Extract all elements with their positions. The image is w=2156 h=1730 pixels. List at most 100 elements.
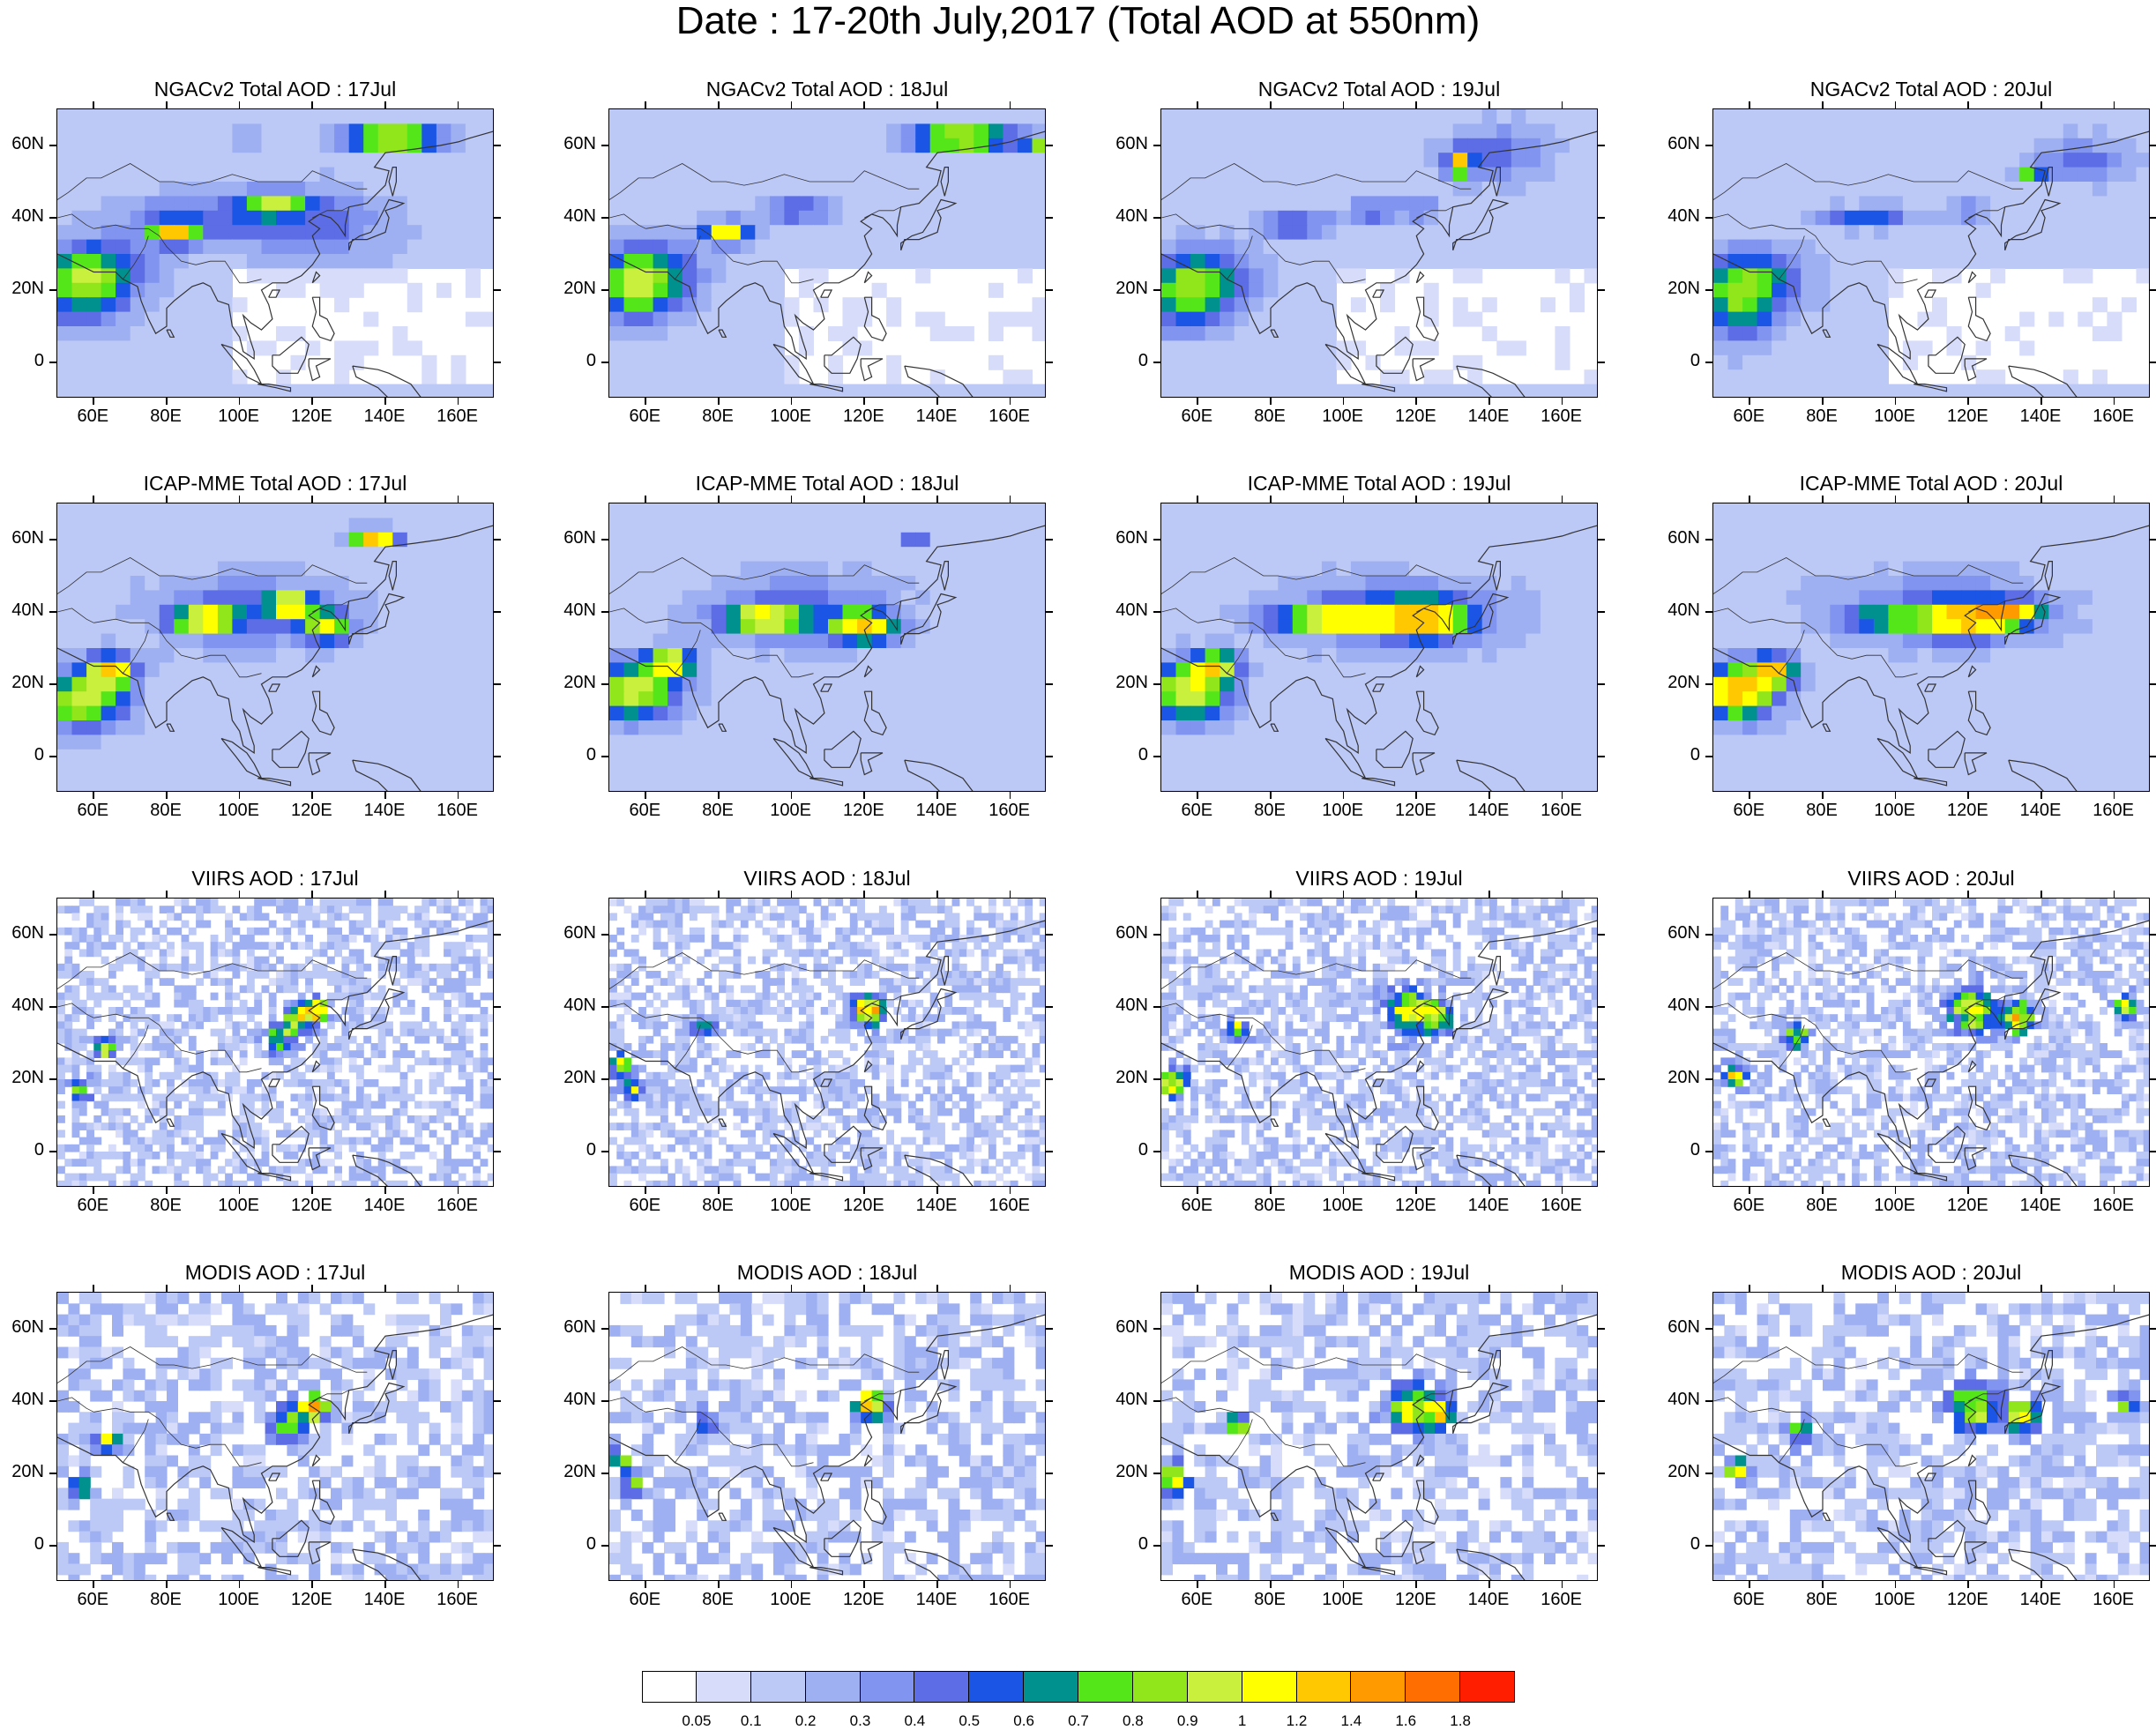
axis-tick <box>601 145 608 146</box>
axis-tick <box>1270 1285 1272 1292</box>
panel-title: VIIRS AOD : 20Jul <box>1658 867 2156 890</box>
axis-tick <box>791 1581 793 1588</box>
axis-tick <box>1415 496 1417 503</box>
panel-title: ICAP-MME Total AOD : 18Jul <box>554 472 1100 495</box>
axis-tick <box>311 1187 313 1194</box>
axis-tick <box>494 1400 501 1402</box>
colorbar-label: 0.9 <box>1161 1712 1214 1730</box>
axis-tick <box>93 1187 94 1194</box>
axis-tick <box>166 891 168 898</box>
aod-field <box>1713 1293 2150 1581</box>
longitude-label: 120E <box>280 1196 342 1216</box>
axis-tick <box>1153 539 1160 541</box>
axis-tick <box>458 496 459 503</box>
axis-tick <box>645 1581 646 1588</box>
colorbar-swatch <box>914 1671 969 1703</box>
panel-title: VIIRS AOD : 19Jul <box>1106 867 1652 890</box>
axis-tick <box>458 792 459 799</box>
aod-field <box>57 109 494 398</box>
axis-tick <box>2150 539 2156 541</box>
axis-tick <box>458 1285 459 1292</box>
latitude-label: 40N <box>1109 1390 1148 1410</box>
latitude-label: 20N <box>1109 1462 1148 1482</box>
colorbar-label: 0.1 <box>725 1712 778 1730</box>
longitude-label: 60E <box>614 406 675 427</box>
axis-tick <box>1153 756 1160 757</box>
axis-tick <box>311 101 313 108</box>
latitude-label: 60N <box>557 528 596 548</box>
axis-tick <box>166 1581 168 1588</box>
axis-tick <box>1822 1187 1824 1194</box>
axis-tick <box>49 1328 56 1330</box>
axis-tick <box>1153 1328 1160 1330</box>
axis-tick <box>863 398 865 405</box>
axis-tick <box>2114 496 2115 503</box>
axis-tick <box>1488 1187 1490 1194</box>
longitude-label: 100E <box>1312 1196 1374 1216</box>
axis-tick <box>1822 398 1824 405</box>
axis-tick <box>863 1581 865 1588</box>
axis-tick <box>1598 1473 1605 1474</box>
axis-tick <box>1153 1473 1160 1474</box>
latitude-label: 20N <box>5 1462 44 1482</box>
axis-tick <box>601 683 608 685</box>
longitude-label: 120E <box>1936 406 1998 427</box>
panel-title: ICAP-MME Total AOD : 17Jul <box>2 472 548 495</box>
axis-tick <box>1749 792 1750 799</box>
axis-tick <box>1046 1328 1053 1330</box>
axis-tick <box>1598 1400 1605 1402</box>
longitude-label: 120E <box>1936 1590 1998 1610</box>
axis-tick <box>239 101 241 108</box>
axis-tick <box>863 1187 865 1194</box>
latitude-label: 60N <box>1109 923 1148 943</box>
axis-tick <box>1153 217 1160 219</box>
latitude-label: 0 <box>1109 1534 1148 1555</box>
figure-title: Date : 17-20th July,2017 (Total AOD at 5… <box>0 2 2156 41</box>
longitude-label: 60E <box>1718 801 1779 821</box>
axis-tick <box>239 496 241 503</box>
axis-tick <box>936 1187 938 1194</box>
longitude-label: 140E <box>1458 801 1519 821</box>
longitude-label: 80E <box>1239 1196 1301 1216</box>
axis-tick <box>49 1473 56 1474</box>
colorbar-label: 0.5 <box>943 1712 996 1730</box>
latitude-label: 60N <box>557 1317 596 1338</box>
axis-tick <box>311 1581 313 1588</box>
axis-tick <box>1153 362 1160 363</box>
axis-tick <box>1598 1328 1605 1330</box>
axis-tick <box>601 934 608 936</box>
aod-field <box>1161 1293 1598 1581</box>
colorbar-label: 0.4 <box>888 1712 941 1730</box>
axis-tick <box>494 683 501 685</box>
longitude-label: 140E <box>906 801 967 821</box>
axis-tick <box>1967 1581 1969 1588</box>
axis-tick <box>494 934 501 936</box>
axis-tick <box>863 891 865 898</box>
latitude-label: 20N <box>1109 279 1148 299</box>
axis-tick <box>1010 398 1011 405</box>
axis-tick <box>1046 539 1053 541</box>
axis-tick <box>2114 1187 2115 1194</box>
axis-tick <box>1197 792 1198 799</box>
axis-tick <box>1749 1581 1750 1588</box>
axis-tick <box>1967 496 1969 503</box>
axis-tick <box>494 1473 501 1474</box>
longitude-label: 80E <box>687 406 749 427</box>
axis-tick <box>384 101 386 108</box>
panel-title: MODIS AOD : 19Jul <box>1106 1261 1652 1284</box>
axis-tick <box>1562 1581 1563 1588</box>
axis-tick <box>1153 1006 1160 1008</box>
axis-tick <box>494 289 501 291</box>
axis-tick <box>791 1285 793 1292</box>
axis-tick <box>1705 611 1712 613</box>
longitude-label: 60E <box>1718 1196 1779 1216</box>
longitude-label: 80E <box>1791 1590 1853 1610</box>
axis-tick <box>2150 1078 2156 1080</box>
axis-tick <box>1046 1473 1053 1474</box>
latitude-label: 40N <box>1109 206 1148 227</box>
axis-tick <box>2150 1151 2156 1152</box>
longitude-label: 160E <box>1531 801 1593 821</box>
axis-tick <box>166 101 168 108</box>
axis-tick <box>1895 1581 1897 1588</box>
